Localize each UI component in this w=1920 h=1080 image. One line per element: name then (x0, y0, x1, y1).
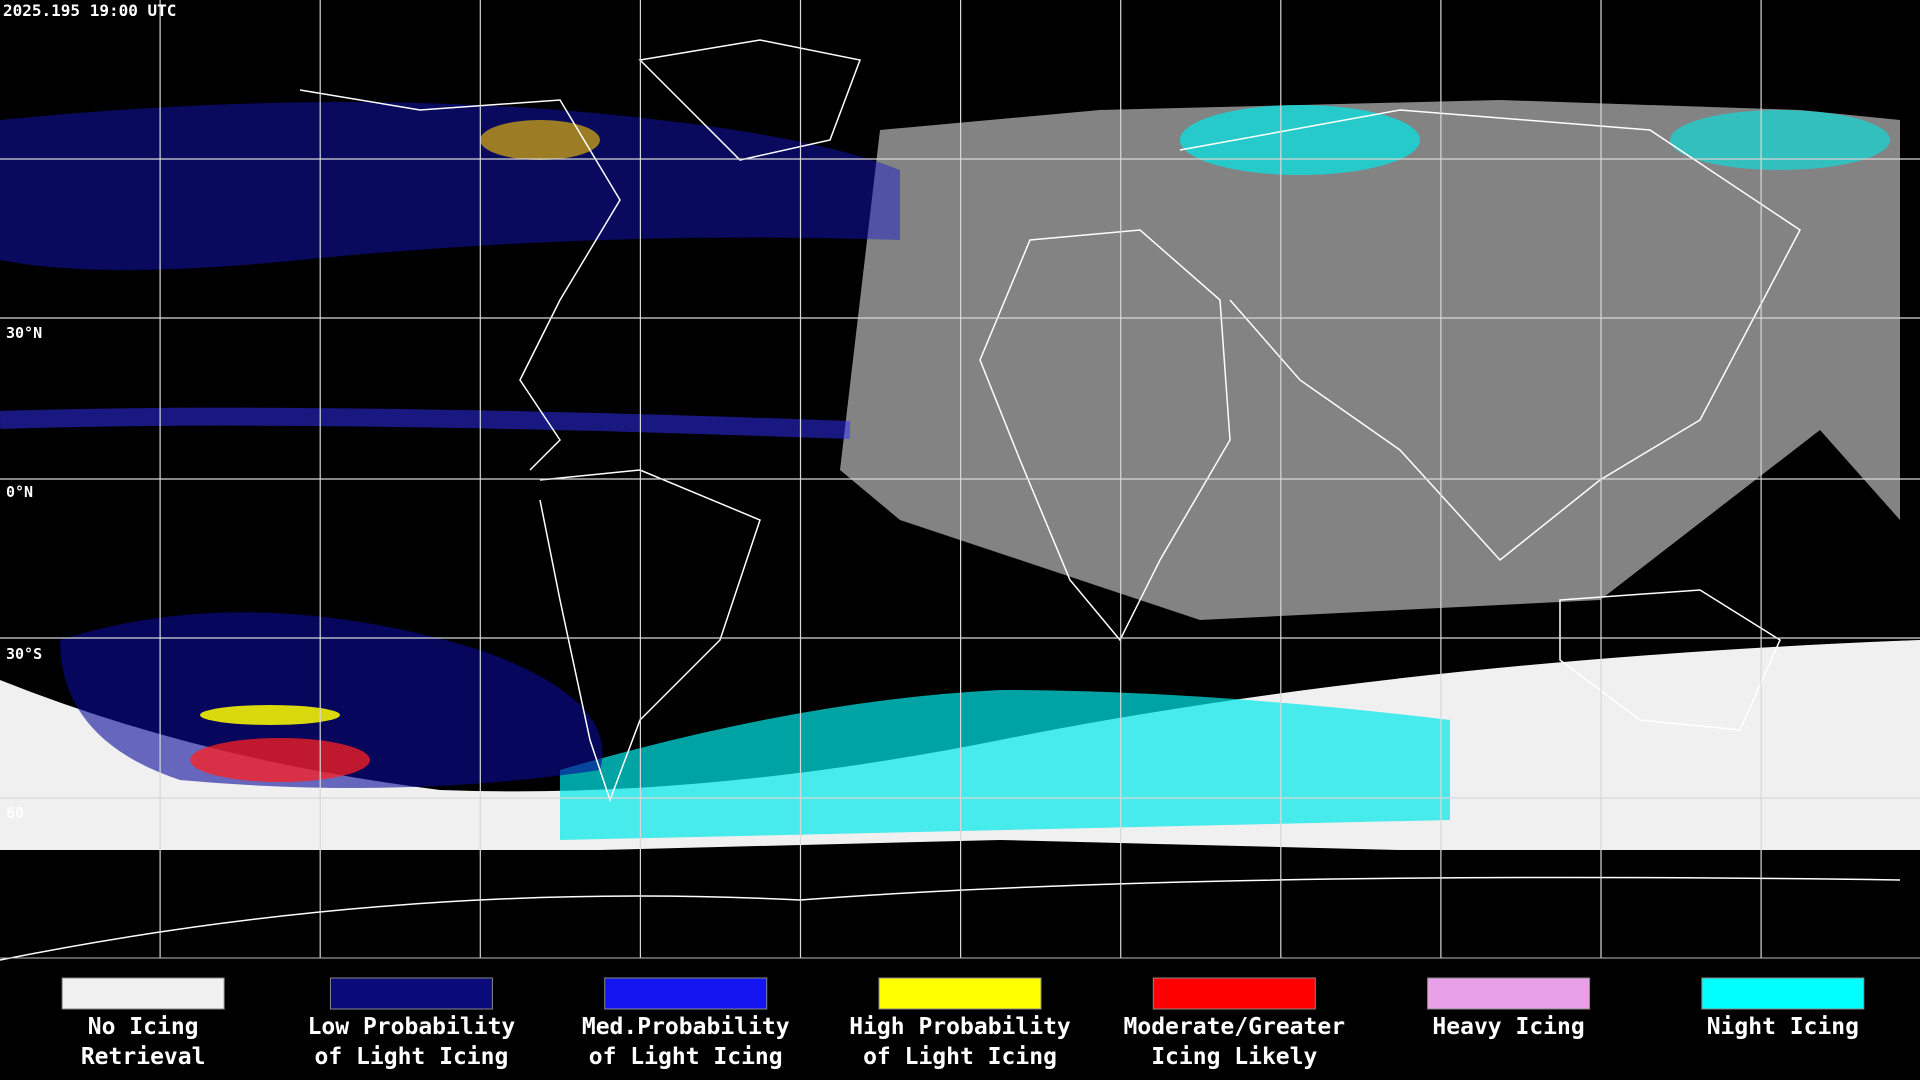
legend-label: of Light Icing (314, 1044, 508, 1070)
legend-label: Low Probability (308, 1014, 516, 1040)
icing-region (480, 120, 600, 160)
legend-swatch (1152, 977, 1316, 1010)
night-icing-region (1180, 105, 1420, 175)
legend-label: of Light Icing (863, 1044, 1057, 1070)
night-icing-region (1670, 110, 1890, 170)
legend-label: Med.Probability (582, 1014, 790, 1040)
legend: No Icing Retrieval Low Probability of Light… (61, 977, 1865, 1070)
legend-label: Moderate/Greater (1124, 1014, 1346, 1040)
legend-label: Night Icing (1707, 1014, 1859, 1040)
night-icing-region (560, 690, 1450, 840)
graticule (0, 0, 1920, 958)
legend-label: of Light Icing (589, 1044, 783, 1070)
icing-region (0, 102, 900, 270)
legend-swatch (604, 977, 768, 1010)
legend-label: Heavy Icing (1432, 1014, 1584, 1040)
timestamp: 2025.195 19:00 UTC (3, 1, 176, 20)
icing-region (0, 407, 851, 439)
latitude-label: 60 (6, 804, 24, 822)
icing-region (190, 738, 370, 782)
icing-region (60, 612, 603, 788)
legend-label: High Probability (849, 1014, 1071, 1040)
legend-label: No Icing (88, 1014, 199, 1040)
legend-swatch (61, 977, 225, 1010)
legend-label: Icing Likely (1151, 1044, 1317, 1070)
latitude-labels: 30°N 0°N 30°S 60 (6, 324, 42, 822)
legend-swatch (1701, 977, 1865, 1010)
cloud-region (840, 100, 1900, 620)
latitude-label: 30°N (6, 324, 42, 342)
legend-swatch (329, 977, 493, 1010)
latitude-label: 0°N (6, 483, 33, 501)
legend-label: Retrieval (81, 1044, 206, 1070)
legend-swatch (878, 977, 1042, 1010)
icing-region (200, 705, 340, 725)
latitude-label: 30°S (6, 645, 42, 663)
legend-swatch (1427, 977, 1591, 1010)
